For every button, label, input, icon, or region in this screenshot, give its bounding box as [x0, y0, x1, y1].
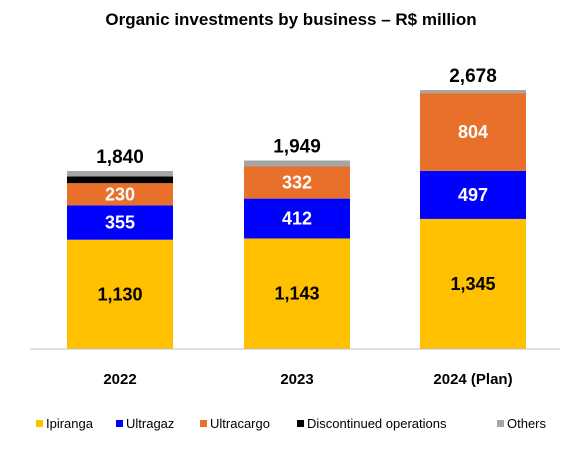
legend-swatch-ipiranga — [36, 420, 43, 427]
bar-segment-ipiranga-2024-plan — [420, 218, 526, 349]
bar-segment-ipiranga-2023 — [244, 238, 350, 349]
legend-item-others: Others — [497, 416, 547, 431]
x-tick-label-2022: 2022 — [103, 371, 136, 388]
bar-segment-others-2022 — [67, 171, 173, 177]
bar-segment-ultragaz-2023 — [244, 198, 350, 239]
legend-label-ipiranga: Ipiranga — [46, 416, 94, 431]
legend-swatch-discontinued-operations — [297, 420, 304, 427]
data-label-ultragaz-2023: 412 — [282, 209, 312, 229]
total-label-2024-plan: 2,678 — [449, 66, 497, 87]
legend: Ipiranga Ultragaz Ultracargo Discontinued o… — [36, 416, 547, 431]
legend-label-ultracargo: Ultracargo — [210, 416, 270, 431]
data-label-ultracargo-2024-plan: 804 — [458, 122, 488, 142]
chart-title: Organic investments by business – R$ mil… — [105, 10, 476, 29]
legend-label-discontinued-operations: Discontinued operations — [307, 416, 447, 431]
x-tick-label-2023: 2023 — [280, 371, 313, 388]
legend-swatch-others — [497, 420, 504, 427]
bar-segment-discontinued-operations-2022 — [67, 176, 173, 184]
total-label-2023: 1,949 — [273, 137, 321, 158]
bar-segment-ultracargo-2022 — [67, 183, 173, 206]
bar-segment-ultracargo-2023 — [244, 166, 350, 199]
bar-segment-ipiranga-2022 — [67, 239, 173, 349]
legend-item-ultragaz: Ultragaz — [116, 416, 174, 431]
legend-item-ipiranga: Ipiranga — [36, 416, 94, 431]
data-label-ipiranga-2023: 1,143 — [274, 284, 319, 304]
bars-layer: 1,130 355 230 1,840 1,143 412 332 1,949 1,345 497… — [67, 66, 526, 349]
x-tick-label-2024-plan: 2024 (Plan) — [433, 371, 512, 388]
bar-segment-ultracargo-2024-plan — [420, 93, 526, 171]
bar-segment-others-2024-plan — [420, 90, 526, 94]
total-label-2022: 1,840 — [96, 147, 144, 168]
legend-label-others: Others — [507, 416, 547, 431]
data-label-ultracargo-2023: 332 — [282, 173, 312, 193]
data-label-ultragaz-2024-plan: 497 — [458, 185, 488, 205]
x-tick-labels: 2022 2023 2024 (Plan) — [103, 371, 512, 388]
data-label-ipiranga-2022: 1,130 — [97, 284, 142, 304]
bar-segment-ultragaz-2022 — [67, 205, 173, 240]
legend-swatch-ultracargo — [200, 420, 207, 427]
data-label-ipiranga-2024-plan: 1,345 — [450, 274, 495, 294]
bar-segment-ultragaz-2024-plan — [420, 170, 526, 219]
legend-item-ultracargo: Ultracargo — [200, 416, 270, 431]
legend-item-discontinued-operations: Discontinued operations — [297, 416, 447, 431]
legend-label-ultragaz: Ultragaz — [126, 416, 174, 431]
data-label-ultracargo-2022: 230 — [105, 184, 135, 204]
data-label-ultragaz-2022: 355 — [105, 213, 135, 233]
bar-segment-others-2023 — [244, 160, 350, 167]
legend-swatch-ultragaz — [116, 420, 123, 427]
